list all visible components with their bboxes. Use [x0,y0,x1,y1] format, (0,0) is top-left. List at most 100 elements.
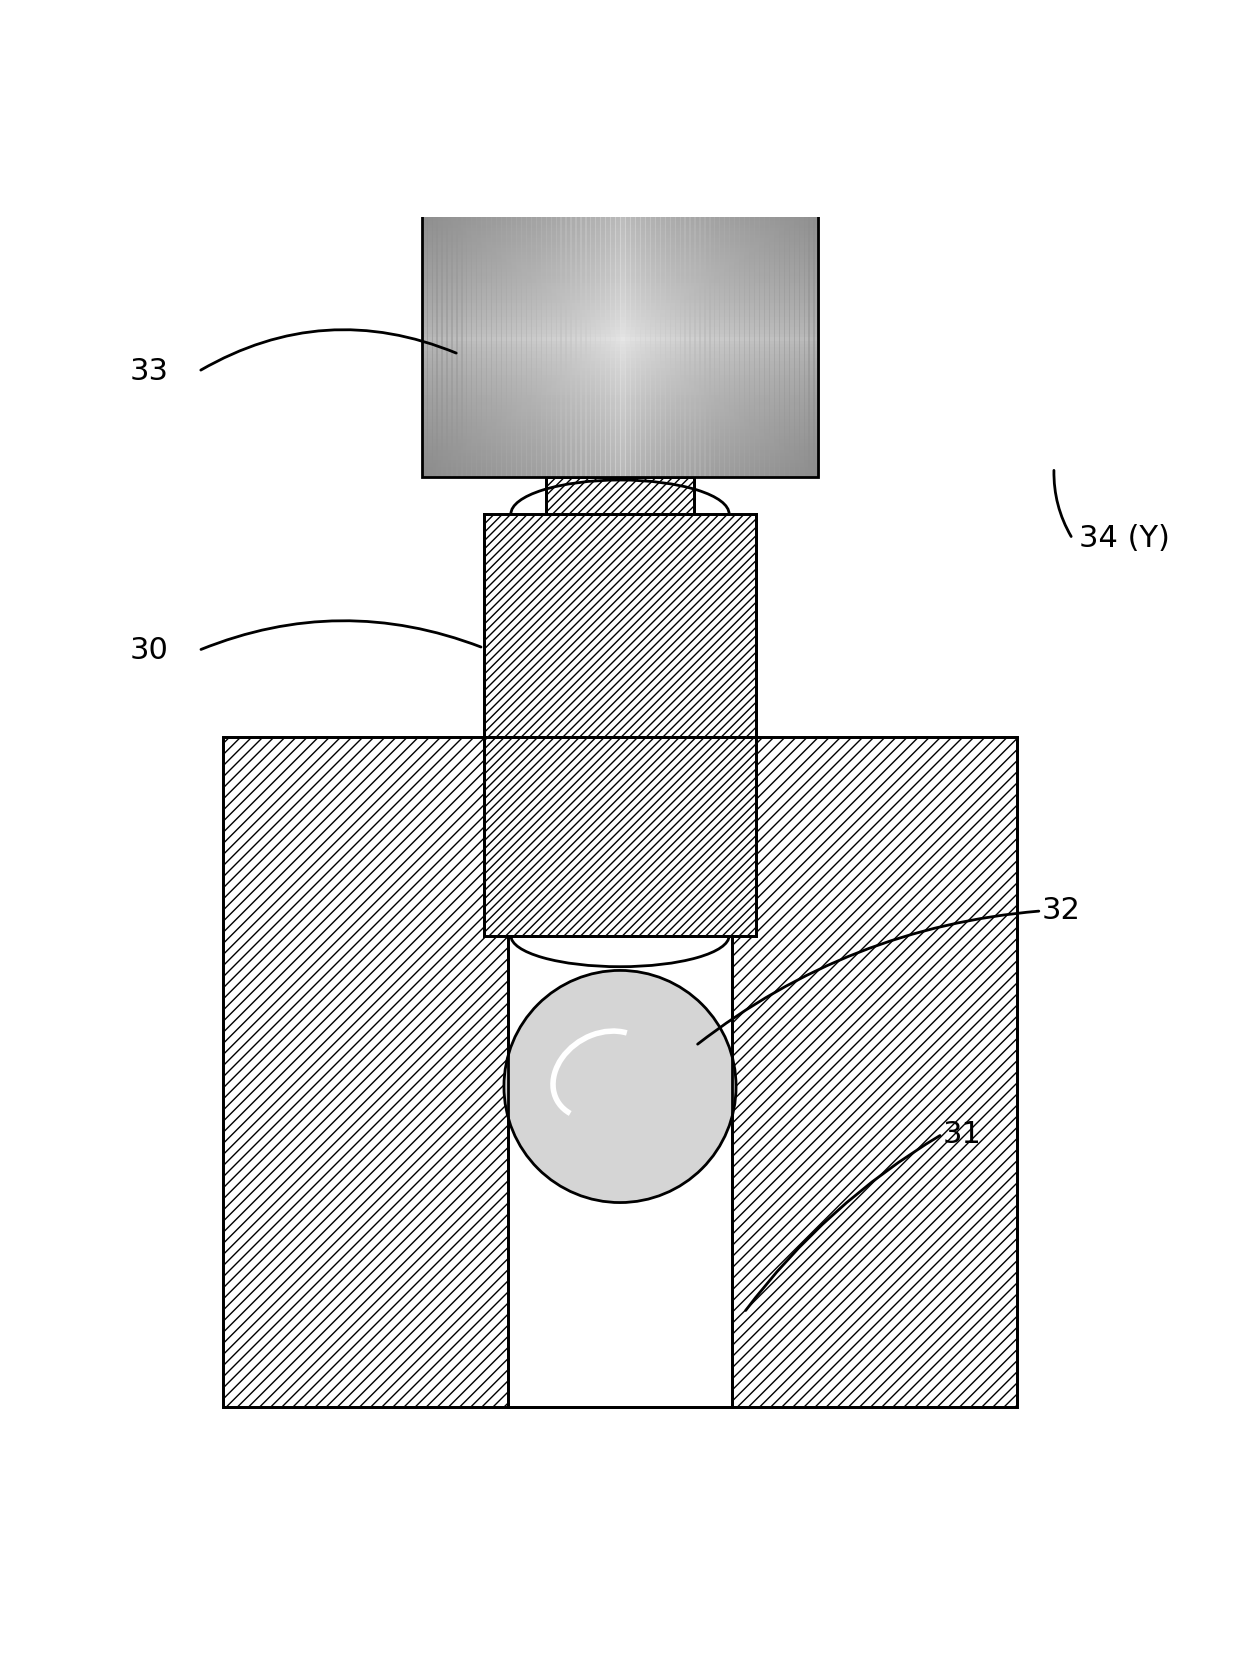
Bar [610,204,616,477]
Bar [774,204,780,477]
Bar [484,738,756,935]
Bar [590,204,596,477]
Bar [640,204,646,477]
Bar [422,425,818,430]
Bar [699,204,706,477]
Bar [422,412,818,415]
Bar [754,204,760,477]
Bar [714,204,720,477]
Circle shape [503,970,737,1203]
Bar [422,330,818,333]
Bar [660,204,666,477]
Bar [422,212,818,217]
Bar [508,935,732,1407]
Bar [422,268,818,273]
Bar [422,261,818,266]
Bar [422,442,818,447]
Bar [422,435,818,440]
Bar [422,228,818,231]
Bar [422,231,818,234]
Bar [521,204,527,477]
Bar [784,204,790,477]
Bar [422,258,818,263]
Bar [422,288,818,293]
Bar [223,738,1017,1407]
Bar [422,316,818,320]
Bar [645,204,651,477]
Bar [422,209,818,214]
Bar [630,204,636,477]
Bar [422,376,818,381]
Bar [484,738,756,935]
Bar [422,438,818,443]
Bar [422,284,818,289]
Bar [615,204,621,477]
Bar [422,248,818,253]
Text: 31: 31 [942,1119,981,1149]
Bar [655,204,661,477]
Bar [694,204,701,477]
Bar [422,281,818,286]
Bar [422,333,818,336]
Bar [422,350,818,355]
Bar [422,452,818,457]
Bar [422,415,818,418]
Bar [422,204,818,477]
Bar [476,204,482,477]
Bar [422,298,818,303]
Bar [508,935,732,1407]
Text: 30: 30 [129,636,169,664]
Bar [605,204,611,477]
Bar [422,448,818,453]
Bar [799,204,805,477]
Bar [456,204,463,477]
Bar [422,363,818,368]
Bar [749,204,755,477]
Bar [670,204,676,477]
Bar [764,204,770,477]
Text: 34 (Y): 34 (Y) [1079,524,1169,554]
Bar [570,204,577,477]
Bar [794,204,800,477]
Bar [551,204,557,477]
Bar [680,204,686,477]
Bar [804,204,810,477]
Bar [759,204,765,477]
Bar [516,204,522,477]
Bar [422,445,818,450]
Bar [625,204,631,477]
Bar [689,204,696,477]
Bar [422,204,428,477]
Bar [422,360,818,365]
Bar [422,323,818,326]
Bar [432,204,438,477]
Bar [531,204,537,477]
Bar [719,204,725,477]
Bar [600,204,606,477]
Bar [422,294,818,299]
Bar [580,204,587,477]
Bar [422,202,818,207]
Bar [546,477,694,514]
FancyArrowPatch shape [698,912,1039,1044]
Bar [422,346,818,351]
Bar [635,204,641,477]
Bar [422,219,818,224]
Bar [496,204,502,477]
Bar [422,251,818,256]
Bar [506,204,512,477]
Text: 33: 33 [129,356,169,386]
Bar [565,204,572,477]
Bar [769,204,775,477]
FancyArrowPatch shape [1054,470,1071,537]
Bar [422,397,818,402]
Bar [779,204,785,477]
Bar [422,301,818,306]
Bar [223,738,1017,1407]
Bar [422,241,818,244]
FancyArrowPatch shape [745,1136,940,1310]
Bar [422,386,818,391]
Bar [422,370,818,375]
Bar [422,291,818,296]
Bar [556,204,562,477]
